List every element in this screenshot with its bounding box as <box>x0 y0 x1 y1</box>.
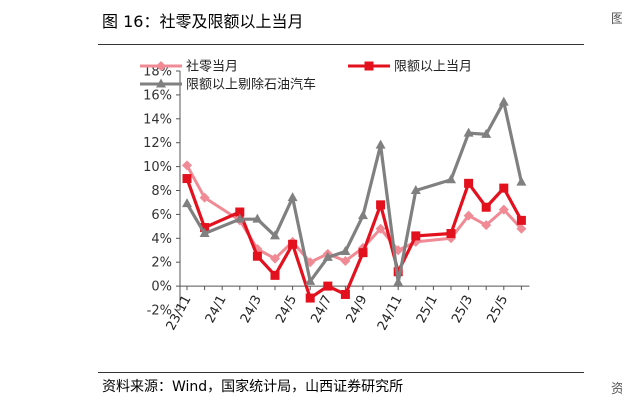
legend-label-1: 社零当月 <box>186 59 238 75</box>
series-2-point <box>359 248 368 257</box>
series-line-2 <box>187 179 521 298</box>
series-2-point <box>183 174 192 183</box>
y-tick-label: 10% <box>143 160 172 175</box>
series-3-point <box>516 177 526 186</box>
series-3-point <box>499 97 509 106</box>
series-2-point <box>271 271 280 280</box>
series-2-point <box>341 290 350 299</box>
series-2-point <box>323 282 332 291</box>
x-tick-label: 24/11 <box>375 293 406 333</box>
y-tick-label: 12% <box>143 136 172 151</box>
x-tick-label: 24/5 <box>273 293 300 326</box>
series-2-point <box>447 229 456 238</box>
series-3-point <box>358 210 368 219</box>
series-2-point <box>306 294 315 303</box>
y-tick-label: 16% <box>143 88 172 103</box>
series-3-point <box>182 198 192 207</box>
legend-label-3: 限额以上剔除石油汽车 <box>186 77 316 93</box>
series-2-point <box>411 231 420 240</box>
y-tick-label: 14% <box>143 112 172 127</box>
series-2-point <box>517 216 526 225</box>
x-tick-label: 24/3 <box>238 293 265 326</box>
series-3-point <box>393 277 403 286</box>
x-tick-label: 24/1 <box>203 293 230 326</box>
series-2-point <box>482 203 491 212</box>
y-tick-label: 2% <box>151 256 172 271</box>
x-tick-label: 25/5 <box>484 293 511 326</box>
y-tick-label: 6% <box>151 208 172 223</box>
series-3-point <box>288 192 298 201</box>
series-2-point <box>376 200 385 209</box>
series-2-point <box>288 240 297 249</box>
source-note: 资料来源：Wind，国家统计局，山西证券研究所 <box>102 376 403 396</box>
series-2-point <box>464 179 473 188</box>
bottom-rule <box>98 372 584 373</box>
y-tick-label: 4% <box>151 232 172 247</box>
y-tick-label: 8% <box>151 184 172 199</box>
edge-fragment-bottom: 资 <box>611 378 622 397</box>
legend-marker-2 <box>365 62 374 71</box>
series-3-point <box>446 174 456 183</box>
series-2-point <box>499 184 508 193</box>
x-tick-label: 25/3 <box>449 293 476 326</box>
legend-label-2: 限额以上当月 <box>394 60 472 75</box>
series-2-point <box>253 252 262 261</box>
series-3-point <box>376 140 386 149</box>
y-tick-label: 0% <box>151 280 172 295</box>
x-tick-label: 25/1 <box>414 293 441 326</box>
